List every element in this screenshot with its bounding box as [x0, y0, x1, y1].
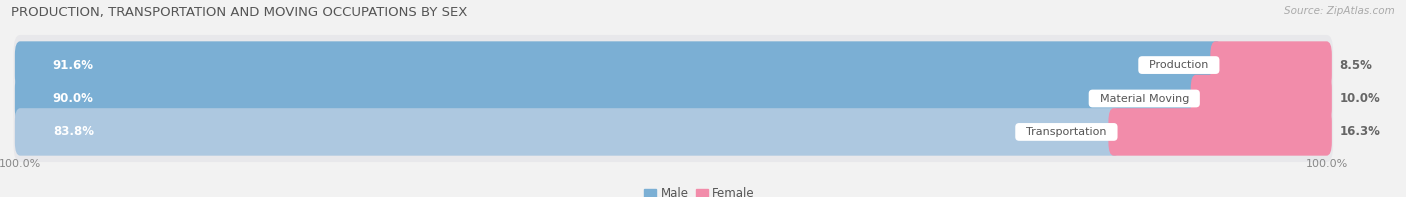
FancyBboxPatch shape: [15, 41, 1222, 89]
Text: 8.5%: 8.5%: [1340, 59, 1372, 72]
FancyBboxPatch shape: [14, 35, 1333, 95]
Text: 10.0%: 10.0%: [1340, 92, 1381, 105]
Text: Material Moving: Material Moving: [1092, 94, 1197, 103]
FancyBboxPatch shape: [1211, 41, 1331, 89]
Text: 16.3%: 16.3%: [1340, 125, 1381, 138]
Legend: Male, Female: Male, Female: [640, 183, 759, 197]
Text: 90.0%: 90.0%: [53, 92, 94, 105]
Text: 83.8%: 83.8%: [53, 125, 94, 138]
Text: Transportation: Transportation: [1019, 127, 1114, 137]
FancyBboxPatch shape: [1108, 108, 1331, 156]
FancyBboxPatch shape: [14, 68, 1333, 129]
Text: Source: ZipAtlas.com: Source: ZipAtlas.com: [1284, 6, 1395, 16]
FancyBboxPatch shape: [15, 75, 1201, 122]
Text: PRODUCTION, TRANSPORTATION AND MOVING OCCUPATIONS BY SEX: PRODUCTION, TRANSPORTATION AND MOVING OC…: [11, 6, 468, 19]
FancyBboxPatch shape: [15, 108, 1121, 156]
Text: 91.6%: 91.6%: [53, 59, 94, 72]
Text: Production: Production: [1142, 60, 1216, 70]
FancyBboxPatch shape: [14, 102, 1333, 162]
FancyBboxPatch shape: [1191, 75, 1331, 122]
